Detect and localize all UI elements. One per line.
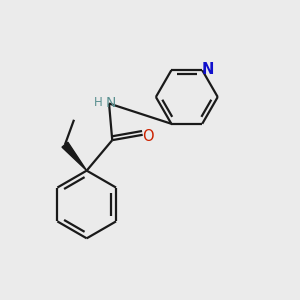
Text: H: H (94, 95, 103, 109)
Text: N: N (105, 96, 116, 110)
Text: O: O (142, 129, 154, 144)
Text: N: N (201, 61, 214, 76)
Polygon shape (62, 142, 87, 171)
